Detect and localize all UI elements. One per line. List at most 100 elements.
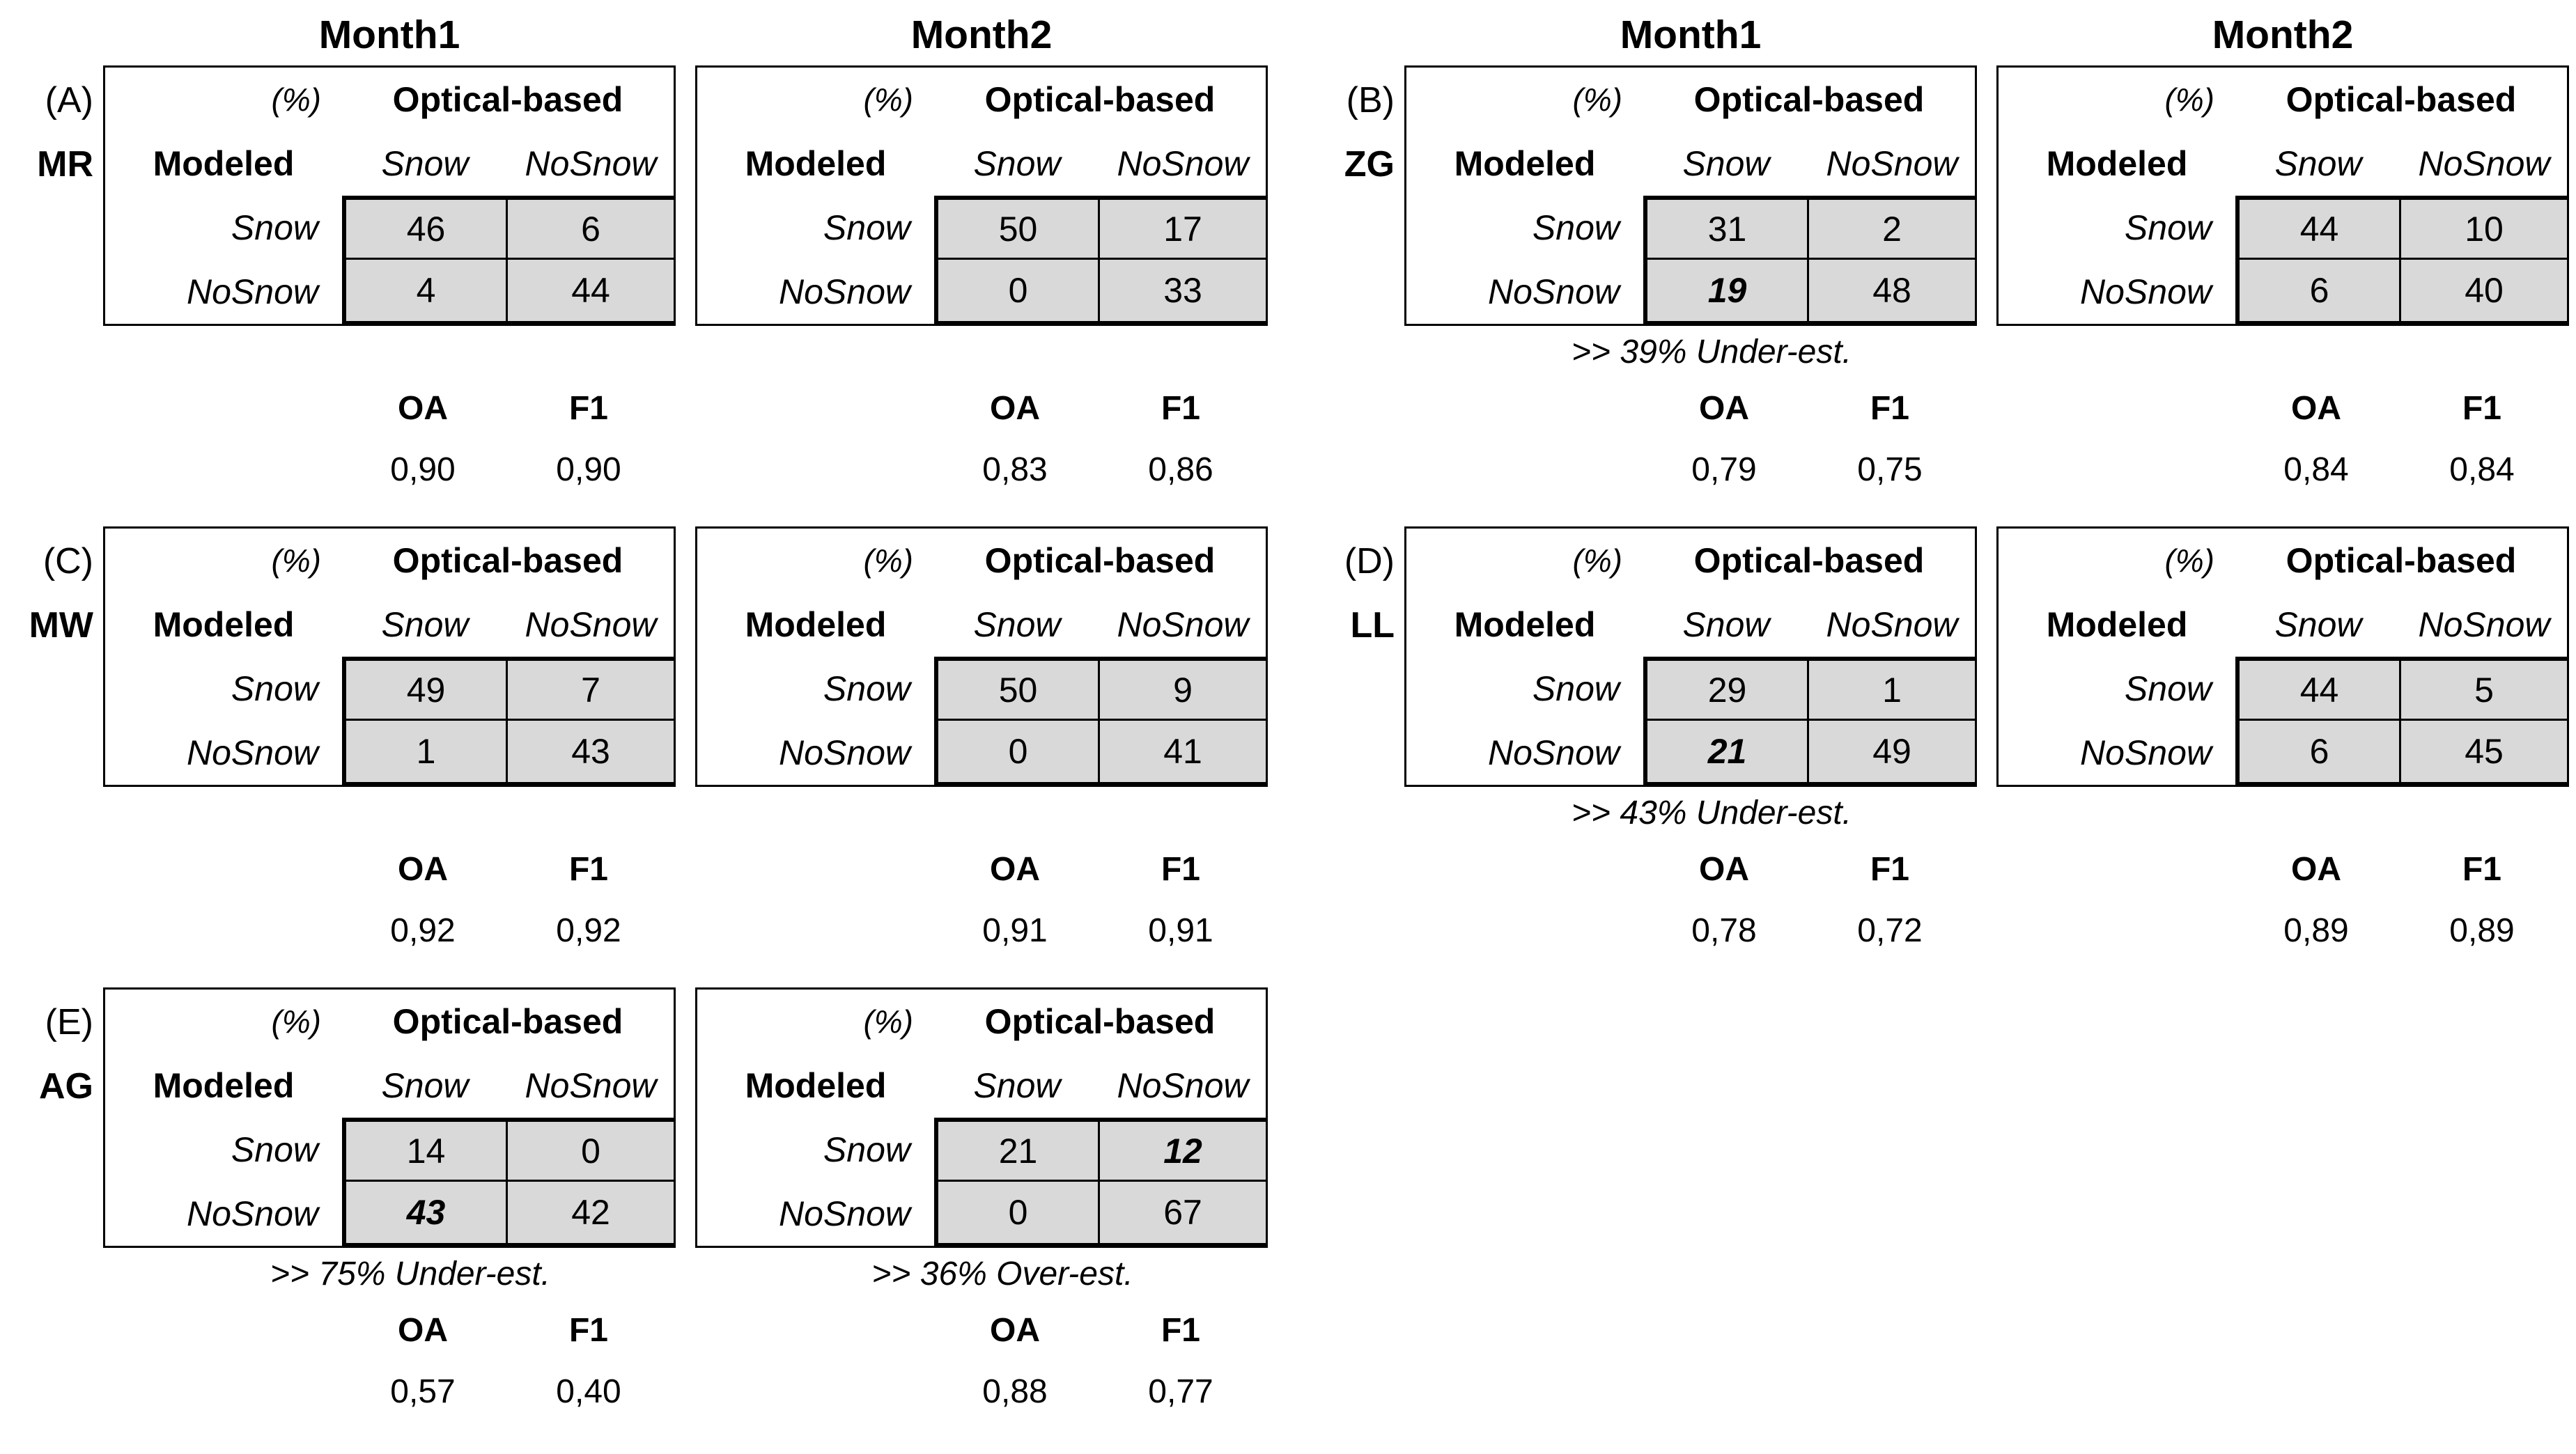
matrix-cell-snow-snow: 29: [1643, 657, 1809, 721]
column-header-snow: Snow: [973, 605, 1061, 644]
estimation-bias-note: >> 39% Under-est.: [1571, 333, 1852, 370]
accuracy-metrics: OA F1 0,78 0,72: [1404, 838, 1977, 961]
modeled-header: Modeled: [2046, 144, 2188, 183]
oa-label: OA: [990, 1311, 1040, 1349]
modeled-header: Modeled: [153, 1066, 295, 1105]
matrix-cell-snow-snow: 50: [934, 657, 1100, 721]
matrix-cell-snow-nosnow: 5: [2401, 657, 2567, 721]
column-header-snow: Snow: [2274, 144, 2362, 183]
confusion-matrix-month-block: (%) Optical-based Modeled Snow NoSnow Sn…: [103, 65, 676, 500]
f1-value: 0,75: [1857, 451, 1923, 488]
percent-unit-label: (%): [271, 81, 321, 118]
panel-label-D: (D) LL: [1300, 529, 1404, 987]
column-header-nosnow: NoSnow: [2418, 144, 2550, 183]
matrix-cell-nosnow-snow: 0: [934, 1182, 1100, 1246]
panel-letter: (D): [1344, 541, 1395, 581]
modeled-header: Modeled: [153, 144, 295, 183]
matrix-cell-snow-nosnow: 2: [1809, 196, 1975, 260]
panel-A-month2-slot: (%) Optical-based Modeled Snow NoSnow Sn…: [695, 65, 1268, 526]
panel-site: LL: [1350, 605, 1395, 646]
f1-label: F1: [568, 850, 608, 888]
percent-unit-label: (%): [271, 542, 321, 579]
row-header-snow: Snow: [823, 1130, 910, 1169]
modeled-header: Modeled: [1454, 605, 1596, 644]
matrix-cell-nosnow-snow: 21: [1643, 721, 1809, 785]
accuracy-metrics: OA F1 0,57 0,40: [103, 1299, 676, 1422]
percent-unit-label: (%): [1572, 81, 1622, 118]
confusion-matrix-table: (%) Optical-based Modeled Snow NoSnow Sn…: [1404, 65, 1977, 326]
month2-header-right: Month2: [2212, 13, 2354, 57]
confusion-matrix-month-block: (%) Optical-based Modeled Snow NoSnow Sn…: [695, 987, 1268, 1422]
modeled-header: Modeled: [1454, 144, 1596, 183]
f1-value: 0,92: [556, 912, 621, 949]
oa-value: 0,89: [2283, 912, 2349, 949]
panel-letter: (C): [42, 541, 93, 581]
modeled-header: Modeled: [745, 605, 887, 644]
column-header-snow: Snow: [381, 605, 469, 644]
matrix-cell-nosnow-nosnow: 40: [2401, 260, 2567, 324]
column-header-snow: Snow: [381, 144, 469, 183]
f1-label: F1: [1161, 1311, 1200, 1349]
f1-value: 0,86: [1148, 451, 1213, 488]
panel-C-month1-slot: (%) Optical-based Modeled Snow NoSnow Sn…: [103, 526, 676, 987]
optical-based-header: Optical-based: [1693, 541, 1925, 580]
row-header-snow: Snow: [1532, 669, 1620, 708]
estimation-bias-note: [695, 787, 1268, 838]
matrix-cell-nosnow-snow: 6: [2235, 721, 2401, 785]
column-header-nosnow: NoSnow: [1117, 1066, 1249, 1105]
matrix-cell-nosnow-nosnow: 49: [1809, 721, 1975, 785]
row-header-snow: Snow: [2124, 208, 2212, 247]
panel-B-month2-slot: (%) Optical-based Modeled Snow NoSnow Sn…: [1996, 65, 2569, 526]
oa-label: OA: [1699, 850, 1749, 888]
oa-label: OA: [398, 1311, 448, 1349]
estimation-bias-note: [103, 787, 676, 838]
panel-A-month1-slot: (%) Optical-based Modeled Snow NoSnow Sn…: [103, 65, 676, 526]
optical-based-header: Optical-based: [984, 1002, 1216, 1041]
estimation-bias-note: [103, 326, 676, 377]
oa-value: 0,90: [390, 451, 456, 488]
matrix-cell-nosnow-snow: 0: [934, 260, 1100, 324]
row-header-snow: Snow: [231, 1130, 318, 1169]
panel-site: AG: [39, 1066, 93, 1107]
panel-letter: (E): [45, 1002, 93, 1042]
panel-letter: (A): [45, 80, 93, 120]
row-header-nosnow: NoSnow: [779, 272, 910, 311]
f1-value: 0,72: [1857, 912, 1923, 949]
percent-unit-label: (%): [2164, 542, 2214, 579]
confusion-matrix-month-block: (%) Optical-based Modeled Snow NoSnow Sn…: [103, 526, 676, 961]
oa-label: OA: [990, 389, 1040, 427]
optical-based-header: Optical-based: [984, 80, 1216, 119]
row-header-snow: Snow: [231, 669, 318, 708]
estimation-bias-note: >> 75% Under-est.: [270, 1255, 551, 1292]
row-header-nosnow: NoSnow: [779, 733, 910, 772]
f1-value: 0,89: [2449, 912, 2515, 949]
panel-site: MW: [29, 605, 93, 646]
row-header-nosnow: NoSnow: [2080, 272, 2212, 311]
confusion-matrix-table: (%) Optical-based Modeled Snow NoSnow Sn…: [1404, 526, 1977, 787]
modeled-header: Modeled: [2046, 605, 2188, 644]
oa-value: 0,79: [1691, 451, 1757, 488]
panel-label-B: (B) ZG: [1300, 68, 1404, 526]
row-header-nosnow: NoSnow: [187, 272, 318, 311]
estimation-bias-note: >> 36% Over-est.: [871, 1255, 1133, 1292]
matrix-cell-snow-snow: 46: [342, 196, 508, 260]
f1-value: 0,77: [1148, 1373, 1213, 1410]
percent-unit-label: (%): [271, 1003, 321, 1040]
month2-header-left: Month2: [910, 13, 1053, 57]
row-header-snow: Snow: [231, 208, 318, 247]
confusion-matrix-month-block: (%) Optical-based Modeled Snow NoSnow Sn…: [1404, 526, 1977, 961]
f1-label: F1: [2462, 850, 2501, 888]
accuracy-metrics: OA F1 0,83 0,86: [695, 377, 1268, 500]
matrix-cell-snow-nosnow: 0: [508, 1118, 674, 1182]
panel-site: ZG: [1344, 144, 1395, 185]
matrix-cell-snow-snow: 49: [342, 657, 508, 721]
panel-D-month2-slot: (%) Optical-based Modeled Snow NoSnow Sn…: [1996, 526, 2569, 987]
f1-label: F1: [1870, 389, 1909, 427]
confusion-matrix-table: (%) Optical-based Modeled Snow NoSnow Sn…: [103, 987, 676, 1248]
percent-unit-label: (%): [863, 542, 913, 579]
confusion-matrix-table: (%) Optical-based Modeled Snow NoSnow Sn…: [103, 65, 676, 326]
column-header-nosnow: NoSnow: [1117, 144, 1249, 183]
matrix-cell-snow-nosnow: 1: [1809, 657, 1975, 721]
panel-B-month1-slot: (%) Optical-based Modeled Snow NoSnow Sn…: [1404, 65, 1977, 526]
